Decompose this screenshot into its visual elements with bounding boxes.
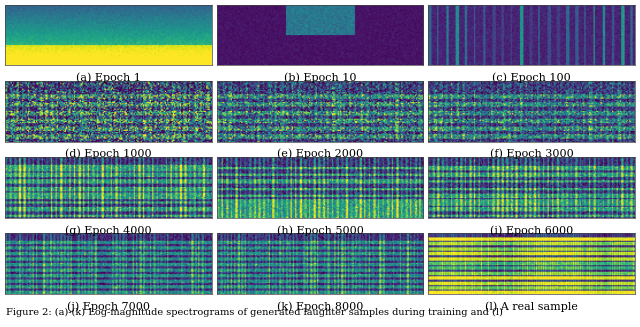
Text: (f) Epoch 3000: (f) Epoch 3000: [490, 149, 573, 159]
Text: (h) Epoch 5000: (h) Epoch 5000: [276, 225, 364, 235]
Text: (e) Epoch 2000: (e) Epoch 2000: [277, 149, 363, 159]
Text: (j) Epoch 7000: (j) Epoch 7000: [67, 301, 150, 312]
Text: (b) Epoch 10: (b) Epoch 10: [284, 73, 356, 83]
Text: (i) Epoch 6000: (i) Epoch 6000: [490, 225, 573, 235]
Text: (d) Epoch 1000: (d) Epoch 1000: [65, 149, 152, 159]
Text: Figure 2: (a)-(k) Log-magnitude spectrograms of generated laughter samples durin: Figure 2: (a)-(k) Log-magnitude spectrog…: [6, 308, 503, 317]
Text: (c) Epoch 100: (c) Epoch 100: [492, 73, 571, 83]
Text: (a) Epoch 1: (a) Epoch 1: [76, 73, 141, 83]
Text: (l) A real sample: (l) A real sample: [485, 301, 578, 312]
Text: (k) Epoch 8000: (k) Epoch 8000: [277, 301, 363, 312]
Text: (g) Epoch 4000: (g) Epoch 4000: [65, 225, 152, 235]
